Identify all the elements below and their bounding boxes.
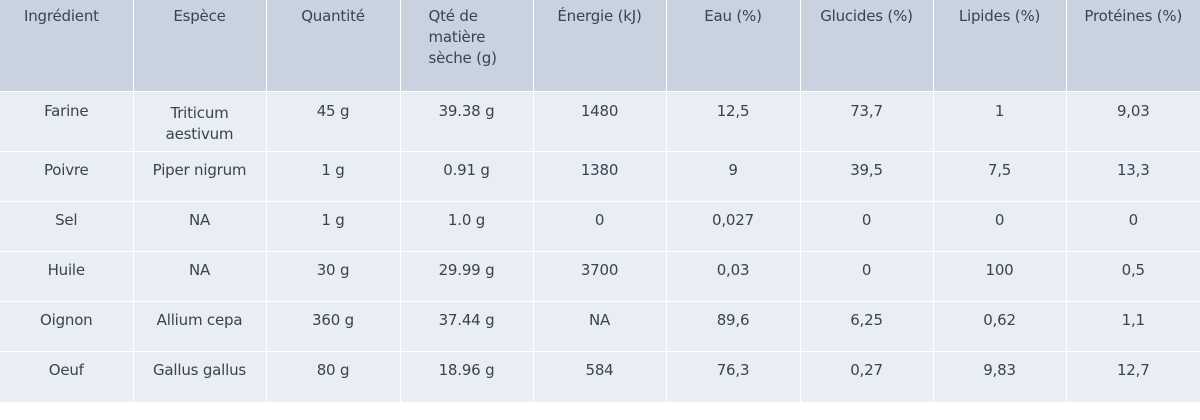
cell-quantity: 45 g	[266, 91, 401, 152]
cell-quantity: 30 g	[266, 251, 401, 302]
cell-water: 12,5	[666, 91, 801, 152]
table-row: Oignon Allium cepa 360 g 37.44 g NA 89,6…	[0, 301, 1200, 352]
cell-carbohydrates: 0	[800, 201, 934, 252]
table-row: Huile NA 30 g 29.99 g 3700 0,03 0 100 0,…	[0, 251, 1200, 302]
table-row: Farine Triticum aestivum 45 g 39.38 g 14…	[0, 91, 1200, 152]
cell-energy: 3700	[533, 251, 667, 302]
cell-water: 9	[666, 151, 801, 202]
cell-proteins: 9,03	[1066, 91, 1200, 152]
cell-species: Triticum aestivum	[133, 91, 267, 152]
cell-proteins: 0,5	[1066, 251, 1200, 302]
cell-ingredient: Oeuf	[0, 351, 134, 402]
cell-water: 0,027	[666, 201, 801, 252]
cell-proteins: 1,1	[1066, 301, 1200, 352]
cell-species: Allium cepa	[133, 301, 267, 352]
table-body: Farine Triticum aestivum 45 g 39.38 g 14…	[0, 91, 1200, 402]
cell-species: NA	[133, 251, 267, 302]
header-dry-matter: Qté de matière sèche (g)	[400, 0, 534, 92]
cell-ingredient: Poivre	[0, 151, 134, 202]
cell-dry-matter: 0.91 g	[400, 151, 534, 202]
cell-dry-matter: 18.96 g	[400, 351, 534, 402]
cell-dry-matter: 37.44 g	[400, 301, 534, 352]
cell-carbohydrates: 6,25	[800, 301, 934, 352]
table-header: Ingrédient Espèce Quantité Qté de matièr…	[0, 0, 1200, 92]
cell-energy: 1480	[533, 91, 667, 152]
table-row: Oeuf Gallus gallus 80 g 18.96 g 584 76,3…	[0, 351, 1200, 402]
header-lipids: Lipides (%)	[933, 0, 1067, 92]
header-energy: Énergie (kJ)	[533, 0, 667, 92]
cell-carbohydrates: 73,7	[800, 91, 934, 152]
cell-lipids: 0	[933, 201, 1067, 252]
cell-water: 76,3	[666, 351, 801, 402]
cell-energy: 0	[533, 201, 667, 252]
cell-carbohydrates: 0,27	[800, 351, 934, 402]
cell-quantity: 80 g	[266, 351, 401, 402]
cell-water: 89,6	[666, 301, 801, 352]
cell-proteins: 0	[1066, 201, 1200, 252]
cell-quantity: 1 g	[266, 201, 401, 252]
cell-energy: 1380	[533, 151, 667, 202]
cell-water: 0,03	[666, 251, 801, 302]
cell-species: NA	[133, 201, 267, 252]
cell-proteins: 13,3	[1066, 151, 1200, 202]
header-proteins: Protéines (%)	[1066, 0, 1200, 92]
cell-dry-matter: 1.0 g	[400, 201, 534, 252]
cell-ingredient: Sel	[0, 201, 134, 252]
table-row: Poivre Piper nigrum 1 g 0.91 g 1380 9 39…	[0, 151, 1200, 202]
cell-lipids: 1	[933, 91, 1067, 152]
header-carbohydrates: Glucides (%)	[800, 0, 934, 92]
table-row: Sel NA 1 g 1.0 g 0 0,027 0 0 0	[0, 201, 1200, 252]
nutrition-table: Ingrédient Espèce Quantité Qté de matièr…	[0, 0, 1200, 402]
cell-lipids: 9,83	[933, 351, 1067, 402]
header-species: Espèce	[133, 0, 267, 92]
cell-proteins: 12,7	[1066, 351, 1200, 402]
header-quantity: Quantité	[266, 0, 401, 92]
header-ingredient: Ingrédient	[0, 0, 134, 92]
cell-lipids: 100	[933, 251, 1067, 302]
cell-quantity: 1 g	[266, 151, 401, 202]
header-row: Ingrédient Espèce Quantité Qté de matièr…	[0, 0, 1200, 92]
cell-species: Piper nigrum	[133, 151, 267, 202]
cell-energy: NA	[533, 301, 667, 352]
cell-ingredient: Farine	[0, 91, 134, 152]
cell-carbohydrates: 39,5	[800, 151, 934, 202]
cell-energy: 584	[533, 351, 667, 402]
cell-dry-matter: 29.99 g	[400, 251, 534, 302]
cell-lipids: 7,5	[933, 151, 1067, 202]
cell-carbohydrates: 0	[800, 251, 934, 302]
cell-ingredient: Huile	[0, 251, 134, 302]
cell-ingredient: Oignon	[0, 301, 134, 352]
cell-dry-matter: 39.38 g	[400, 91, 534, 152]
cell-species: Gallus gallus	[133, 351, 267, 402]
cell-lipids: 0,62	[933, 301, 1067, 352]
header-water: Eau (%)	[666, 0, 801, 92]
cell-quantity: 360 g	[266, 301, 401, 352]
